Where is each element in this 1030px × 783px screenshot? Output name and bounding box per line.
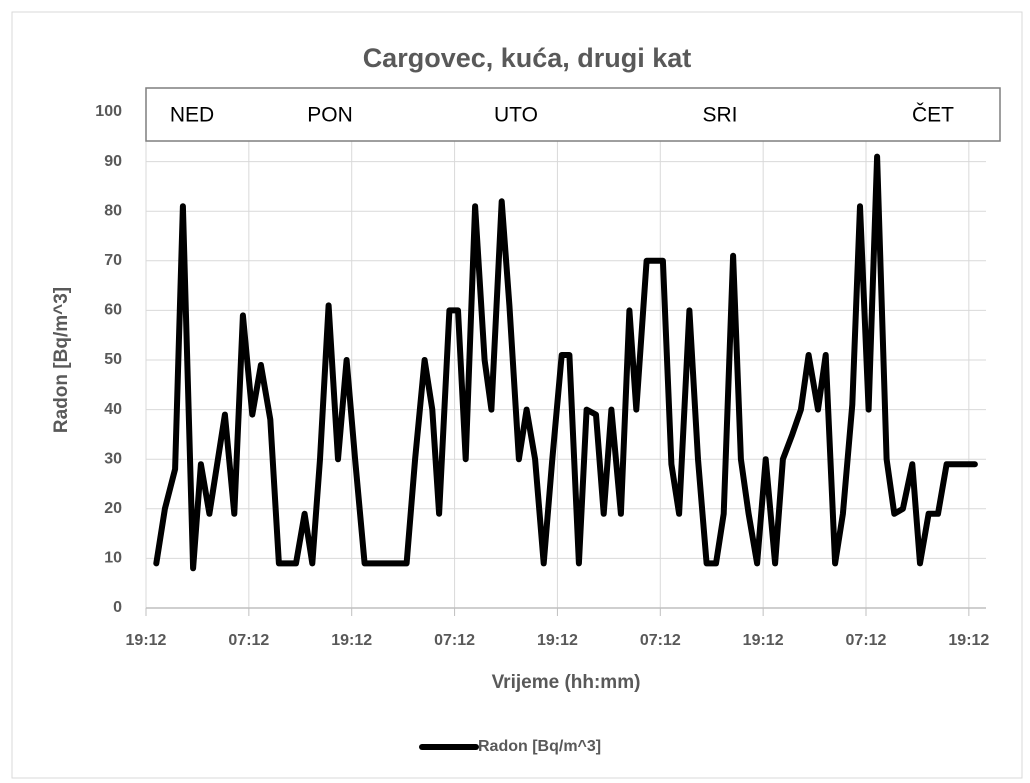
y-tick-label: 10 — [104, 550, 122, 567]
x-tick-label: 07:12 — [846, 632, 887, 649]
day-label: ČET — [912, 104, 954, 127]
y-tick-label: 50 — [104, 351, 122, 368]
chart-title: Cargovec, kuća, drugi kat — [363, 43, 692, 73]
day-label: NED — [170, 104, 214, 127]
y-tick-label: 20 — [104, 500, 122, 517]
day-labels: NED PON UTO SRI ČET — [170, 104, 954, 127]
y-tick-label: 60 — [104, 302, 122, 319]
plot — [153, 153, 978, 572]
day-label: PON — [307, 104, 353, 127]
legend: Radon [Bq/m^3] — [419, 738, 601, 755]
y-tick-label: 0 — [113, 599, 122, 616]
x-tick-label: 19:12 — [743, 632, 784, 649]
y-tick-label: 40 — [104, 401, 122, 418]
x-tick-label: 19:12 — [537, 632, 578, 649]
day-box — [145, 87, 1001, 142]
x-tick-label: 07:12 — [640, 632, 681, 649]
y-tick-label: 70 — [104, 252, 122, 269]
legend-label: Radon [Bq/m^3] — [478, 738, 601, 755]
y-tick-label: 90 — [104, 153, 122, 170]
x-tick-label: 19:12 — [126, 632, 167, 649]
data-line — [153, 153, 978, 572]
x-tick-label: 07:12 — [228, 632, 269, 649]
y-tick-label: 80 — [104, 202, 122, 219]
day-label: UTO — [494, 104, 538, 127]
y-tick-label: 100 — [95, 103, 122, 120]
x-tick-label: 19:12 — [331, 632, 372, 649]
x-axis-title: Vrijeme (hh:mm) — [492, 672, 641, 693]
y-tick-label: 30 — [104, 450, 122, 467]
y-axis-title: Radon [Bq/m^3] — [51, 287, 72, 433]
day-label: SRI — [702, 104, 737, 127]
x-tick-label: 19:12 — [948, 632, 989, 649]
x-tick-label: 07:12 — [434, 632, 475, 649]
